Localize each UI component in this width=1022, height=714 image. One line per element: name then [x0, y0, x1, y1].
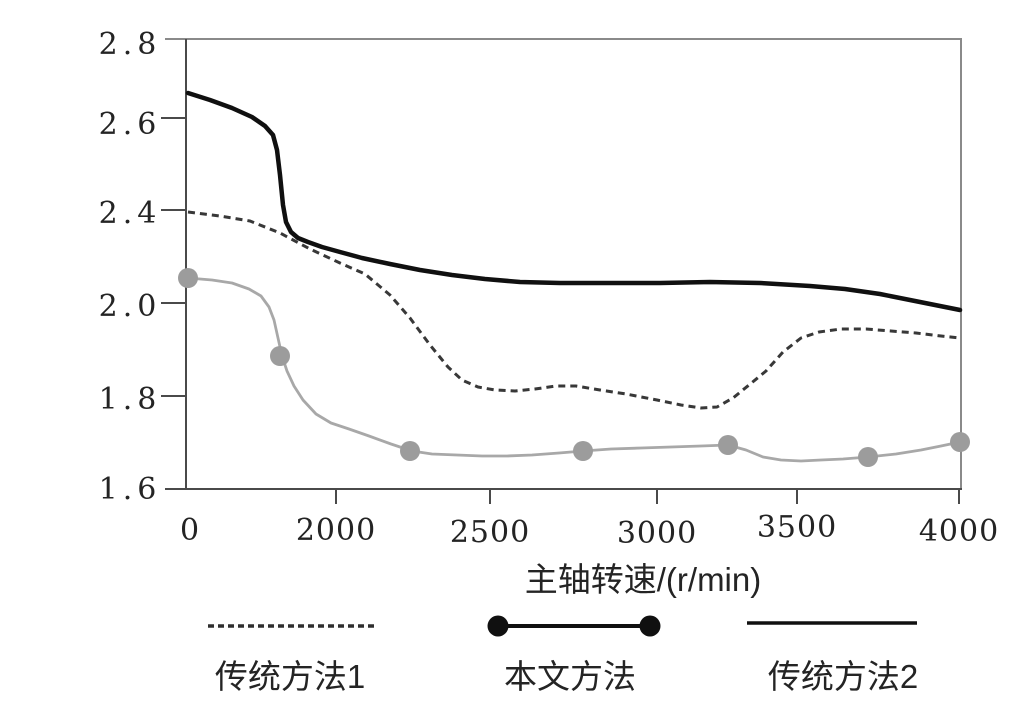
data-point-marker	[718, 435, 738, 455]
data-point-marker	[950, 432, 970, 452]
legend-label: 传统方法1	[215, 658, 365, 695]
series-proposed-method-line	[187, 276, 961, 463]
y-tick-label: 2.0	[99, 289, 162, 324]
legend: 传统方法1 本文方法 传统方法2	[208, 615, 918, 695]
legend-item-proposed-method: 本文方法	[487, 615, 661, 695]
x-tick-label: 3000	[617, 516, 697, 551]
x-axis-ticks	[335, 489, 960, 504]
y-tick-label: 2.4	[99, 196, 162, 231]
y-tick-label: 2.6	[99, 107, 162, 142]
x-tick-label: 3500	[757, 510, 837, 545]
legend-label: 本文方法	[504, 658, 636, 695]
x-axis-title: 主轴转速/(r/min)	[525, 561, 761, 598]
x-tick-label: 2000	[296, 513, 376, 548]
series-proposed-method-markers	[178, 268, 970, 467]
y-tick-label: 2.8	[99, 27, 162, 62]
y-axis-ticks	[161, 117, 186, 397]
plot-frame	[165, 38, 962, 489]
plot-axes	[165, 39, 962, 490]
y-tick-label: 1.6	[99, 472, 162, 507]
data-point-marker	[400, 441, 420, 461]
series-traditional-method-2-line	[185, 90, 963, 313]
data-point-marker	[178, 268, 198, 288]
legend-item-traditional-method-1: 传统方法1	[208, 624, 377, 695]
y-tick-label: 1.8	[99, 382, 162, 417]
data-point-marker	[858, 447, 878, 467]
data-point-marker	[573, 441, 593, 461]
legend-item-traditional-method-2: 传统方法2	[747, 621, 918, 695]
x-tick-label: 4000	[919, 514, 999, 549]
legend-marker-dot	[639, 615, 661, 637]
x-tick-label: 0	[180, 513, 200, 548]
legend-label: 传统方法2	[768, 658, 918, 695]
data-point-marker	[270, 346, 290, 366]
series-traditional-method-1-line	[187, 210, 961, 410]
x-tick-label: 2500	[450, 515, 530, 550]
legend-marker-dot	[487, 615, 509, 637]
